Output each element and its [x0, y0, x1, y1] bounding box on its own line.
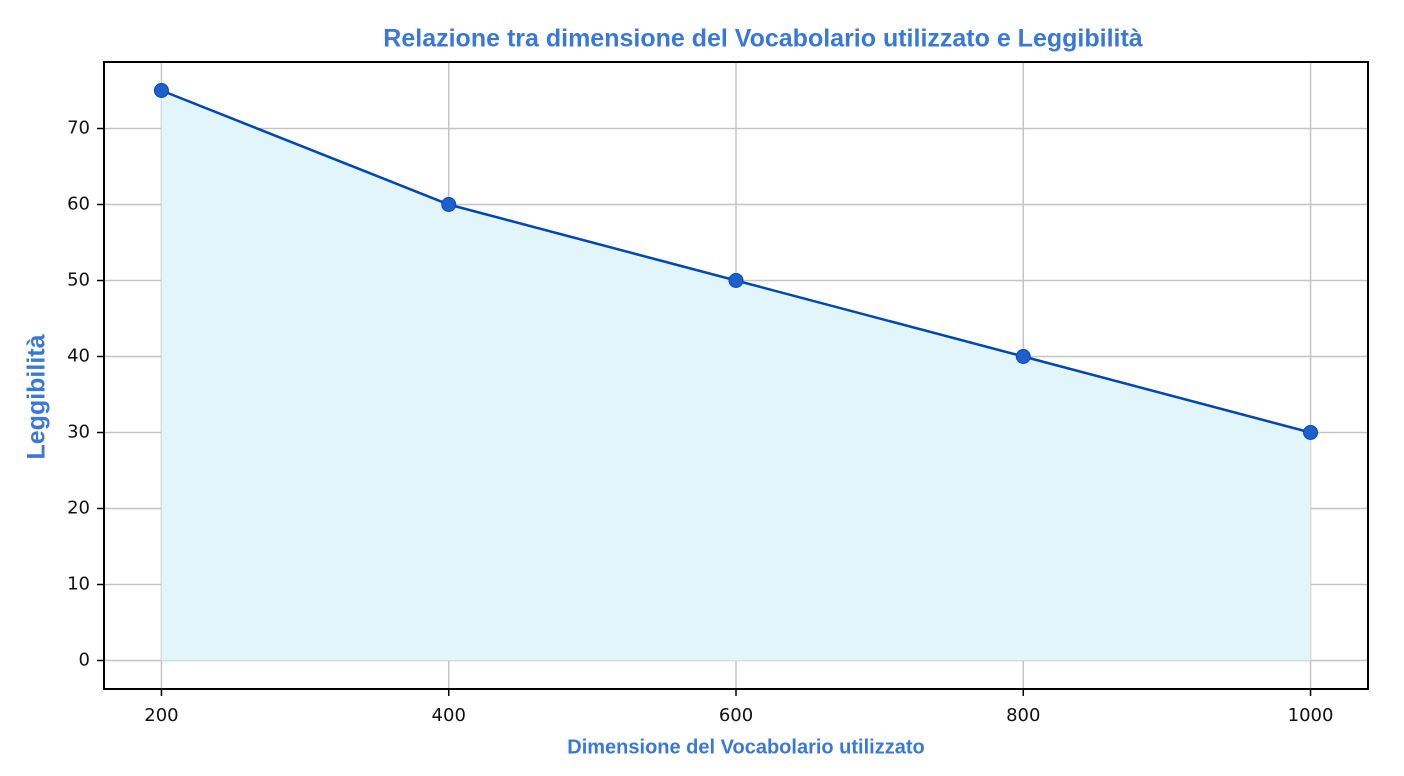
- y-tick-label: 20: [67, 498, 90, 519]
- point: [1015, 349, 1031, 364]
- x-tick-label: 200: [144, 705, 178, 726]
- point: [153, 83, 169, 98]
- chart-title: Relazione tra dimensione del Vocabolario…: [383, 25, 1142, 53]
- x-axis-label: Dimensione del Vocabolario utilizzato: [567, 736, 924, 758]
- x-tick-label: 400: [432, 705, 466, 726]
- y-tick-label: 70: [67, 118, 90, 139]
- y-tick-label: 60: [67, 194, 90, 215]
- point: [728, 273, 744, 288]
- x-tick-label: 1000: [1288, 705, 1334, 726]
- y-tick-label: 50: [67, 270, 90, 291]
- y-tick-label: 0: [79, 650, 90, 671]
- point: [441, 197, 457, 212]
- y-axis-label: Leggibilità: [23, 334, 51, 459]
- x-tick-label: 600: [719, 705, 753, 726]
- area-fill: [161, 90, 1311, 661]
- y-tick-label: 40: [67, 346, 90, 367]
- y-tick-label: 10: [67, 574, 90, 595]
- x-tick-label: 800: [1006, 705, 1040, 726]
- y-tick-label: 30: [67, 422, 90, 443]
- point: [1303, 425, 1319, 440]
